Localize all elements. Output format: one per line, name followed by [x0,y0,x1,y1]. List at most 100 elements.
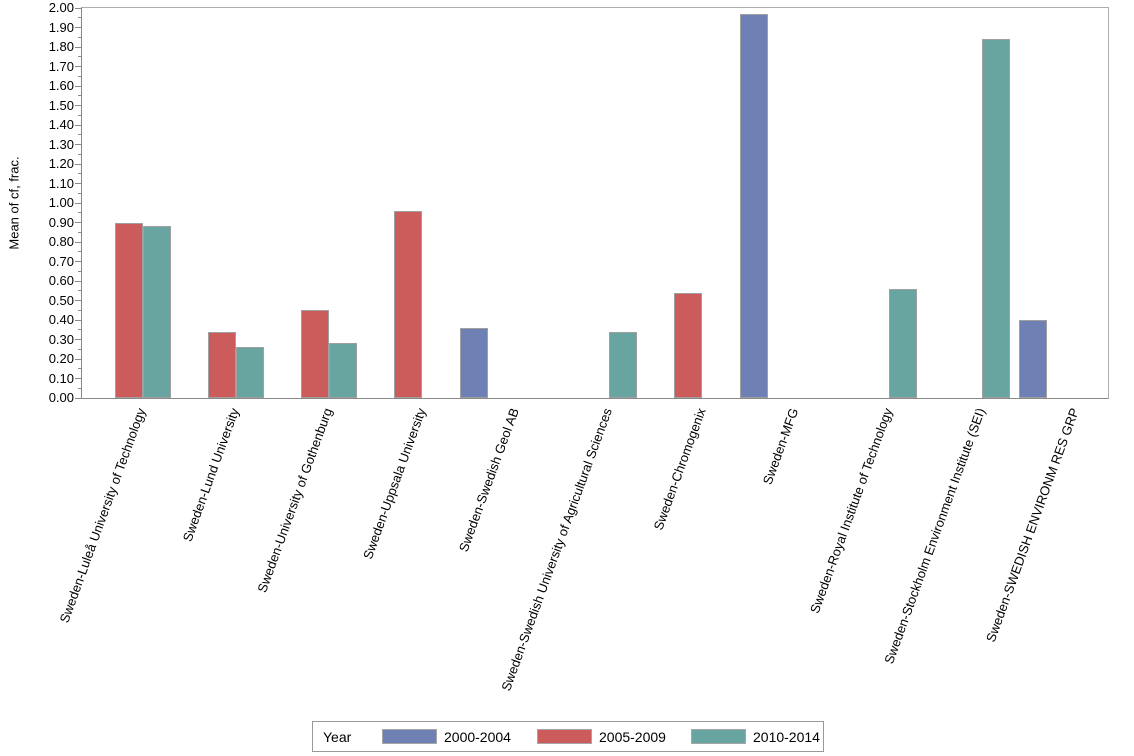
x-category-label: Sweden-University of Gothenburg [254,406,336,595]
y-major-tick [75,27,81,28]
bar [888,288,917,398]
y-tick-label: 1.80 [48,39,74,54]
y-minor-tick [78,134,81,136]
legend-entry-label: 2000-2004 [444,728,511,745]
y-tick-label: 0.30 [48,331,74,347]
y-minor-tick [78,290,81,292]
legend-swatch [382,729,437,744]
legend-entry-label: 2005-2009 [599,728,666,745]
legend-swatch [691,729,746,744]
y-tick-label: 1.30 [48,136,74,152]
bar [329,343,358,398]
y-major-tick [75,183,81,184]
bar [394,210,423,398]
y-tick-label: 0.20 [48,351,74,366]
y-major-tick [75,280,81,282]
y-major-tick [75,397,81,399]
y-tick-label: 1.60 [48,78,74,93]
x-category-label: Sweden-Royal Institute of Technology [806,406,895,616]
y-tick-label: 1.20 [48,156,74,171]
y-tick-label: 0.50 [48,292,74,308]
legend-entry: 2010-2014 [691,729,820,745]
y-minor-tick [78,114,81,116]
y-major-tick [75,358,81,360]
y-tick-label: 0.80 [48,234,74,249]
y-major-tick [75,124,81,126]
y-major-tick [75,319,81,321]
y-major-tick [75,46,81,48]
y-minor-tick [78,368,81,370]
y-minor-tick [78,153,81,155]
y-major-tick [75,339,81,340]
legend-title: Year [323,728,352,745]
y-minor-tick [78,36,81,38]
y-major-tick [75,202,81,204]
bar [207,331,236,398]
y-minor-tick [78,231,81,233]
legend-entry-label: 2010-2014 [753,728,820,745]
legend-entry: 2005-2009 [537,729,666,745]
y-major-tick [75,105,81,106]
y-major-tick [75,163,81,165]
y-tick-label: 1.90 [48,19,74,35]
x-category-label: Sweden-Chromogenix [650,406,709,532]
y-tick-label: 0.70 [48,253,74,269]
bar [235,347,264,398]
y-tick-label: 0.00 [48,390,74,405]
bar [1019,320,1048,398]
y-minor-tick [78,212,81,214]
y-tick-label: 0.40 [48,312,74,327]
y-tick-label: 0.90 [48,214,74,230]
y-major-tick [75,222,81,223]
y-major-tick [75,66,81,67]
y-minor-tick [78,270,81,272]
bar [301,310,330,398]
y-minor-tick [78,17,81,19]
y-minor-tick [78,329,81,331]
y-minor-tick [78,56,81,58]
legend-swatch [537,729,592,744]
plot-area [75,7,1109,399]
bar [609,331,637,398]
y-major-tick [75,261,81,262]
y-major-tick [75,144,81,145]
x-category-label: Sweden-Swedish Geol AB [455,406,522,554]
y-major-tick [75,378,81,379]
x-category-label: Sweden-Uppsala University [359,406,429,562]
y-minor-tick [78,309,81,311]
y-minor-tick [78,95,81,97]
x-category-label: Sweden-Luleå University of Technology [56,406,149,625]
x-category-label: Sweden-Lund University [179,406,243,544]
y-tick-label: 1.70 [48,58,74,74]
bar [114,222,143,398]
bar [459,327,488,398]
bar [739,13,768,398]
x-category-label: Sweden-Swedish University of Agricultura… [498,406,616,693]
y-tick-label: 1.10 [48,175,74,191]
y-minor-tick [78,75,81,77]
y-minor-tick [78,251,81,253]
y-axis-title: Mean of cf, frac. [6,156,22,250]
y-major-tick [75,241,81,243]
bar [674,292,703,398]
y-tick-label: 1.50 [48,97,74,113]
legend: Year 2000-2004 2005-2009 2010-2014 [312,721,824,752]
x-category-label: Sweden-MFG [760,406,802,487]
y-minor-tick [78,173,81,175]
y-major-tick [75,85,81,87]
legend-entry: 2000-2004 [382,729,511,745]
y-minor-tick [78,192,81,194]
bar [142,226,171,398]
bar [982,39,1011,398]
x-category-label: Sweden-Stockholm Environment Institute (… [881,406,989,666]
x-category-label: Sweden-SWEDISH ENVIRONM RES GRP [982,406,1082,644]
y-minor-tick [78,387,81,389]
y-tick-label: 1.00 [48,195,74,210]
y-major-tick [75,300,81,301]
y-tick-label: 0.60 [48,273,74,288]
y-tick-label: 0.10 [48,370,74,386]
y-tick-label: 2.00 [48,0,74,15]
y-tick-label: 1.40 [48,117,74,132]
y-minor-tick [78,348,81,350]
